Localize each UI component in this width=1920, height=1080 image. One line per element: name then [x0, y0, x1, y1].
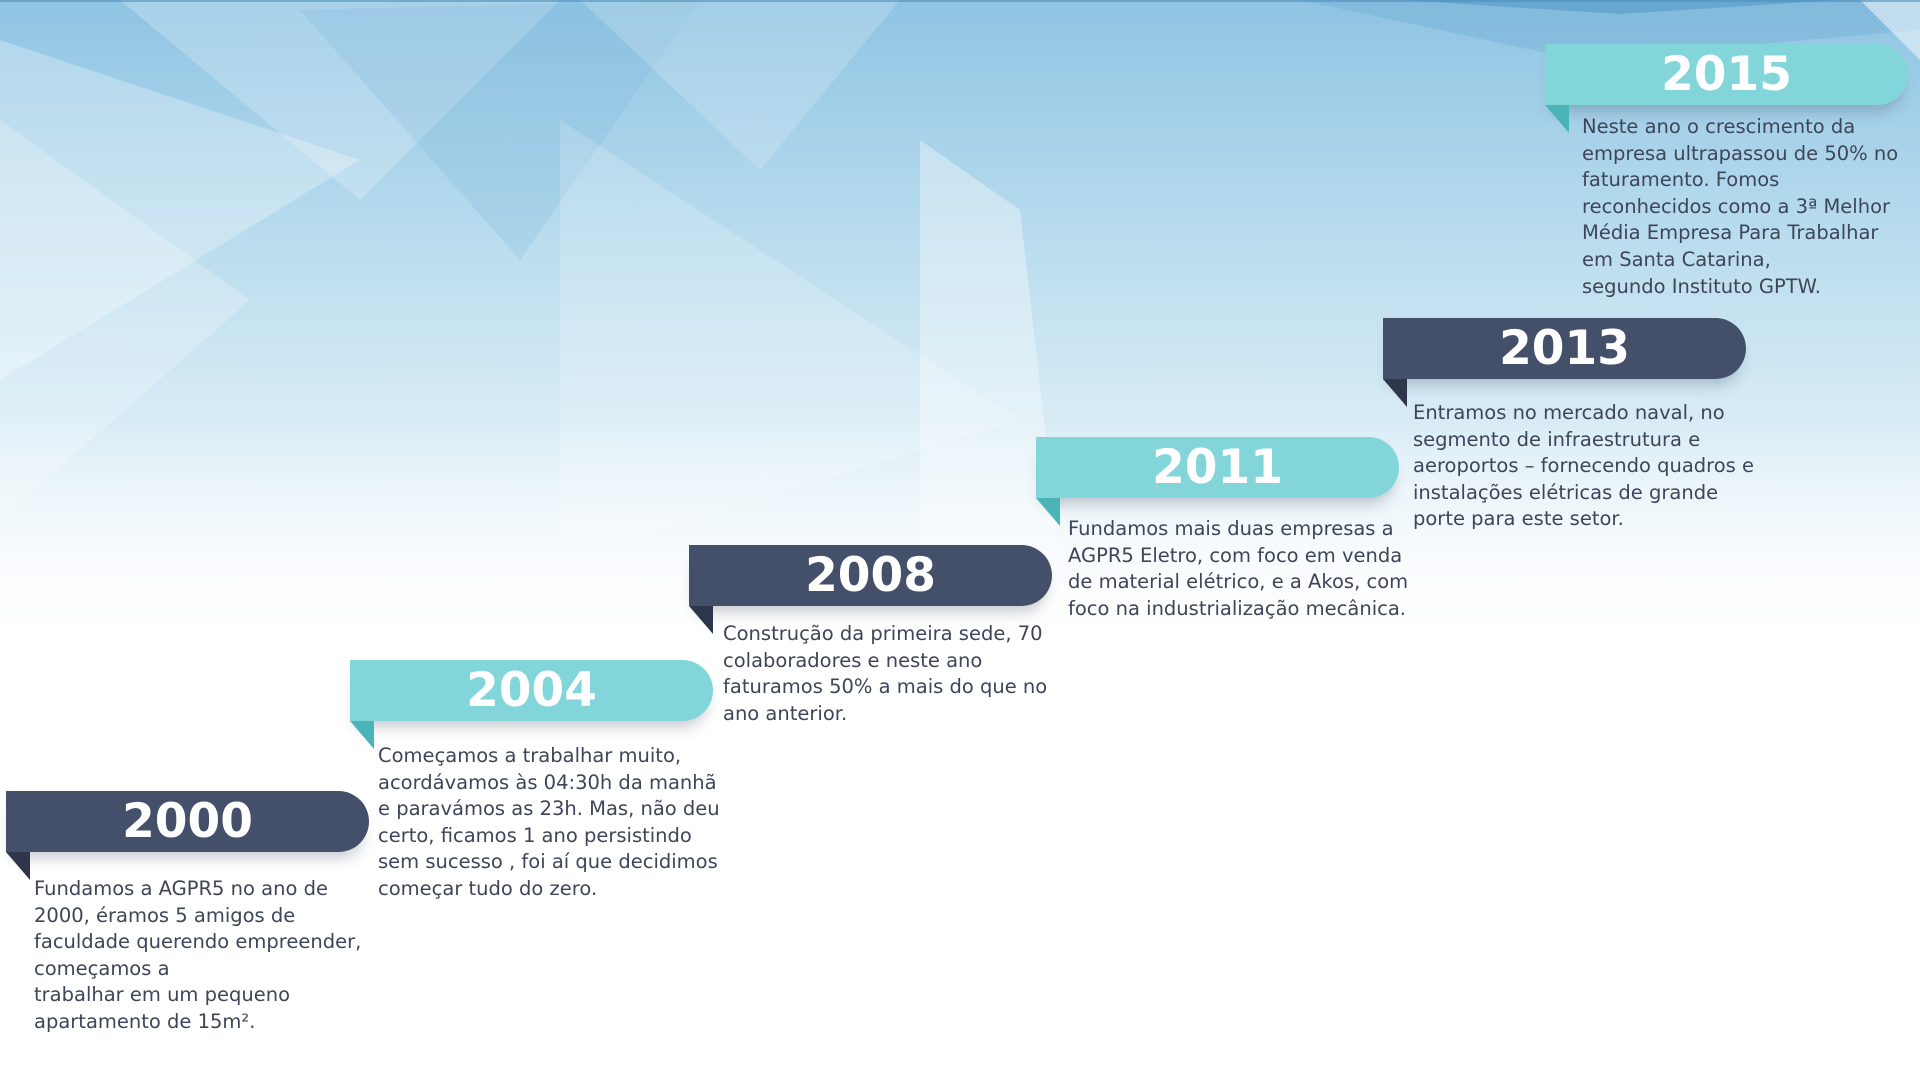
- banner-fold: [1036, 498, 1060, 526]
- milestone-description-2008: Construção da primeira sede, 70 colabora…: [723, 622, 1048, 725]
- milestone-description-2015: Neste ano o crescimento da empresa ultra…: [1582, 115, 1899, 298]
- year-banner-2000: 2000: [6, 791, 369, 852]
- year-banner-2015: 2015: [1545, 44, 1908, 105]
- banner-fold: [1545, 105, 1569, 133]
- year-label: 2015: [1661, 47, 1792, 102]
- year-banner-2008: 2008: [689, 545, 1052, 606]
- banner-fold: [1383, 379, 1407, 407]
- year-label: 2004: [466, 663, 597, 718]
- year-label: 2013: [1499, 321, 1630, 376]
- milestone-description-2013: Entramos no mercado naval, no segmento d…: [1413, 401, 1755, 531]
- milestone-description-2000: Fundamos a AGPR5 no ano de 2000, éramos …: [34, 877, 362, 1033]
- banner-fold: [350, 721, 374, 749]
- banner-fold: [6, 852, 30, 880]
- year-label: 2008: [805, 548, 936, 603]
- year-banner-2011: 2011: [1036, 437, 1399, 498]
- year-banner-2013: 2013: [1383, 318, 1746, 379]
- banner-fold: [689, 606, 713, 634]
- milestone-description-2004: Começamos a trabalhar muito, acordávamos…: [378, 744, 720, 900]
- year-label: 2000: [122, 794, 253, 849]
- year-banner-2004: 2004: [350, 660, 713, 721]
- milestone-description-2011: Fundamos mais duas empresas a AGPR5 Elet…: [1068, 517, 1409, 620]
- year-label: 2011: [1152, 440, 1283, 495]
